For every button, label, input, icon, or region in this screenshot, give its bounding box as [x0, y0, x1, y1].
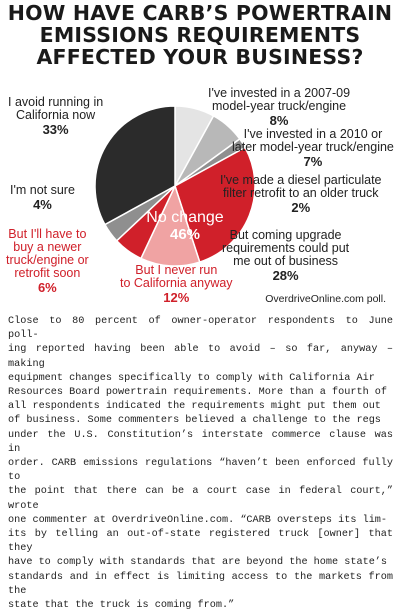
- label-never-run-line-2: to California anyway: [120, 276, 233, 290]
- article-line: Close to 80 percent of owner-operator re…: [8, 316, 393, 342]
- label-invested-2007-09-line-1: I've invested in a 2007-09: [208, 86, 351, 100]
- article-line: standards and in effect is limiting acce…: [8, 571, 393, 597]
- center-label: No change: [146, 209, 223, 226]
- label-buy-newer: But I'll have to buy a newer truck/engin…: [6, 227, 89, 295]
- label-never-run-line-1: But I never run: [135, 263, 218, 277]
- label-out-of-business-line-1: But coming upgrade: [229, 228, 342, 242]
- article-line: equipment changes specifically to comply…: [8, 372, 375, 384]
- label-out-of-business-line-2: requirements could put: [222, 241, 350, 255]
- label-never-run-pct: 12%: [163, 290, 190, 305]
- label-not-sure: I'm not sure 4%: [10, 183, 75, 212]
- slice-out-of-business: [174, 146, 256, 264]
- headline: HOW HAVE CARB’S POWERTRAIN EMISSIONS REQ…: [0, 2, 400, 68]
- center-value: 46%: [170, 226, 200, 243]
- label-dpf-retrofit: I've made a diesel particulate filter re…: [220, 173, 382, 215]
- label-out-of-business: But coming upgrade requirements could pu…: [222, 228, 350, 283]
- label-invested-2007-09-line-2: model-year truck/engine: [211, 99, 347, 113]
- article-line: all respondents indicated the requiremen…: [8, 401, 381, 413]
- label-buy-newer-line-4: retrofit soon: [14, 266, 81, 280]
- article-line: the point that there can be a court case…: [8, 486, 393, 512]
- label-dpf-retrofit-pct: 2%: [291, 200, 311, 215]
- article-body: Close to 80 percent of owner-operator re…: [8, 315, 393, 613]
- label-invested-2007-09-pct: 8%: [269, 113, 289, 128]
- label-buy-newer-pct: 6%: [37, 280, 57, 295]
- label-dpf-retrofit-line-1: I've made a diesel particulate: [220, 173, 382, 187]
- slice-avoid-california: [94, 105, 176, 226]
- label-buy-newer-line-3: truck/engine or: [6, 253, 89, 267]
- slice-never-run: [139, 183, 201, 267]
- label-never-run: But I never run to California anyway 12%: [120, 263, 233, 305]
- label-avoid-california-line-2: California now: [15, 108, 96, 122]
- article-line: state that the truck is coming from.”: [8, 600, 235, 612]
- label-avoid-california-pct: 33%: [42, 122, 69, 137]
- article-line: of business. Some commenters believed a …: [8, 415, 381, 427]
- headline-line-3: AFFECTED YOUR BUSINESS?: [36, 45, 364, 69]
- pie-chart: No change 46%: [94, 105, 256, 267]
- label-out-of-business-line-3: me out of business: [233, 254, 339, 268]
- label-out-of-business-pct: 28%: [272, 268, 299, 283]
- label-avoid-california: I avoid running in California now 33%: [8, 95, 104, 137]
- article-line: its by telling an out-of-state registere…: [8, 529, 393, 555]
- label-invested-2010-line-2: later model-year truck/engine: [232, 140, 394, 154]
- article-line: one commenter at OverdriveOnline.com. “C…: [8, 514, 388, 526]
- label-avoid-california-line-1: I avoid running in: [8, 95, 104, 109]
- label-buy-newer-line-2: buy a newer: [13, 240, 82, 254]
- label-invested-2010-line-1: I've invested in a 2010 or: [243, 127, 383, 141]
- article-line: Resources Board powertrain requirements.…: [8, 387, 388, 399]
- headline-line-2: EMISSIONS REQUIREMENTS: [39, 23, 361, 47]
- label-invested-2010: I've invested in a 2010 or later model-y…: [232, 127, 394, 169]
- source-note: OverdriveOnline.com poll.: [265, 293, 386, 305]
- article-line: have to comply with standards that are b…: [8, 557, 388, 569]
- article-line: ing reported having been able to avoid –…: [8, 344, 393, 370]
- label-not-sure-pct: 4%: [33, 197, 52, 212]
- label-dpf-retrofit-line-2: filter retrofit to an older truck: [222, 186, 379, 200]
- headline-line-1: HOW HAVE CARB’S POWERTRAIN: [7, 1, 393, 25]
- label-not-sure-line-1: I'm not sure: [10, 183, 75, 197]
- article-line: order. CARB emissions regulations “haven…: [8, 458, 393, 484]
- label-invested-2010-pct: 7%: [303, 154, 323, 169]
- label-buy-newer-line-1: But I'll have to: [8, 227, 87, 241]
- label-invested-2007-09: I've invested in a 2007-09 model-year tr…: [208, 86, 351, 128]
- article-line: under the U.S. Constitution’s interstate…: [8, 429, 393, 455]
